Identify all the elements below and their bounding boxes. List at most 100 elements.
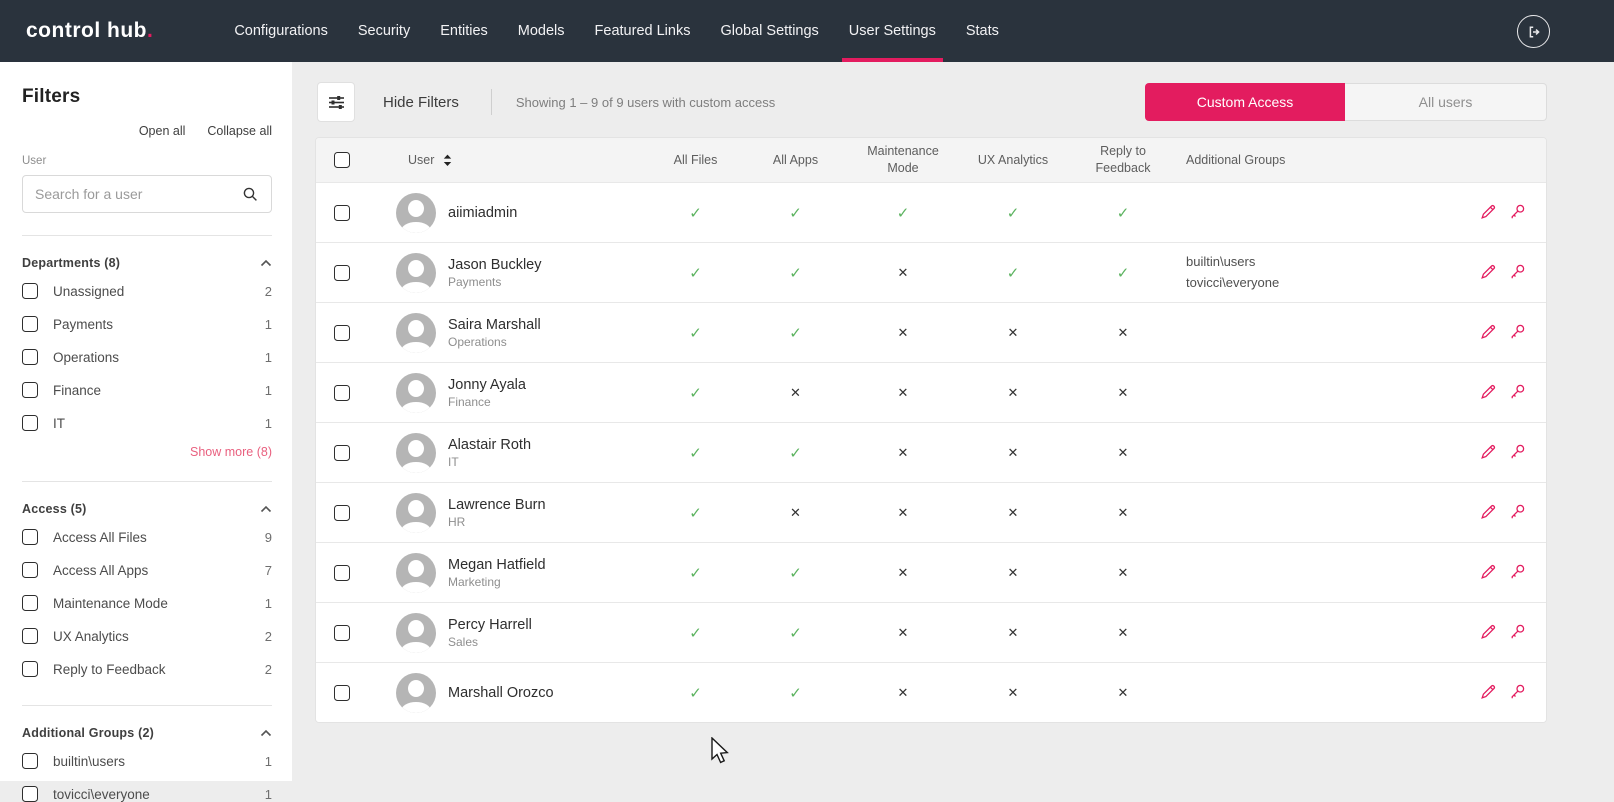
edit-user-button[interactable]: [1480, 383, 1497, 403]
row-checkbox[interactable]: [334, 264, 350, 281]
row-perm-cell: ✓: [743, 324, 848, 342]
nav-item-user-settings[interactable]: User Settings: [834, 0, 951, 62]
section-header-1[interactable]: Access (5): [22, 500, 272, 518]
view-toggle-group: Custom Access All users: [1145, 83, 1547, 121]
filter-checkbox[interactable]: [22, 415, 38, 431]
filter-option-count: 7: [264, 562, 272, 578]
edit-user-button[interactable]: [1480, 263, 1497, 283]
row-checkbox[interactable]: [334, 204, 350, 221]
edit-user-button[interactable]: [1480, 443, 1497, 463]
permissions-key-button[interactable]: [1509, 623, 1526, 643]
user-name-block: aiimiadmin: [448, 205, 517, 221]
open-all-link[interactable]: Open all: [138, 124, 186, 138]
filter-checkbox[interactable]: [22, 786, 38, 802]
nav-item-models[interactable]: Models: [517, 23, 565, 39]
additional-groups-list: builtin\users tovicci\everyone: [1186, 252, 1279, 292]
section-header-0[interactable]: Departments (8): [22, 254, 272, 272]
edit-user-button[interactable]: [1480, 623, 1497, 643]
permissions-key-button[interactable]: [1509, 203, 1526, 223]
chevron-up-icon[interactable]: [260, 254, 272, 272]
cross-icon: ✕: [897, 444, 909, 460]
filter-option: Payments 1: [22, 310, 272, 338]
nav-item-security[interactable]: Security: [357, 23, 411, 39]
filter-checkbox[interactable]: [22, 661, 38, 677]
sort-icon[interactable]: [443, 154, 452, 167]
user-name-block: Jonny Ayala Finance: [448, 377, 526, 409]
chevron-up-icon[interactable]: [260, 724, 272, 742]
permissions-key-button[interactable]: [1509, 683, 1526, 703]
collapse-all-link[interactable]: Collapse all: [207, 124, 272, 138]
permissions-key-button[interactable]: [1509, 503, 1526, 523]
nav-item-featured-links[interactable]: Featured Links: [594, 23, 691, 39]
filter-checkbox[interactable]: [22, 753, 38, 769]
hide-filters-label[interactable]: Hide Filters: [383, 93, 459, 111]
permissions-key-button[interactable]: [1509, 443, 1526, 463]
row-perm-cell: ✓: [648, 684, 743, 702]
cross-icon: ✕: [897, 324, 909, 340]
permissions-key-button[interactable]: [1509, 323, 1526, 343]
check-icon: ✓: [789, 204, 802, 222]
row-checkbox-cell: [316, 204, 368, 221]
user-search-box: [22, 175, 272, 213]
row-checkbox[interactable]: [334, 564, 350, 581]
row-checkbox[interactable]: [334, 504, 350, 521]
permissions-key-button[interactable]: [1509, 383, 1526, 403]
search-input[interactable]: [35, 186, 242, 202]
edit-user-button[interactable]: [1480, 503, 1497, 523]
filter-checkbox[interactable]: [22, 595, 38, 611]
chevron-up-icon[interactable]: [260, 500, 272, 518]
filter-checkbox[interactable]: [22, 283, 38, 299]
section-title: Additional Groups (2): [22, 726, 154, 740]
filter-option: tovicci\everyone 1: [22, 780, 272, 802]
filter-checkbox[interactable]: [22, 562, 38, 578]
filter-option-label: builtin\users: [53, 753, 126, 769]
filter-option-label: IT: [53, 415, 65, 431]
filter-option-count: 1: [264, 349, 272, 365]
custom-access-tab[interactable]: Custom Access: [1145, 83, 1345, 121]
nav-item-configurations[interactable]: Configurations: [234, 23, 328, 39]
row-actions-cell: [1418, 443, 1546, 463]
filter-option-count: 1: [264, 382, 272, 398]
row-checkbox[interactable]: [334, 444, 350, 461]
check-icon: ✓: [789, 564, 802, 582]
column-header-all-apps: All Apps: [772, 152, 819, 167]
row-checkbox[interactable]: [334, 384, 350, 401]
row-user-cell: Lawrence Burn HR: [368, 492, 648, 533]
logout-button[interactable]: [1517, 15, 1550, 48]
row-perm-cell: ✓: [648, 504, 743, 522]
filter-checkbox[interactable]: [22, 382, 38, 398]
row-checkbox[interactable]: [334, 324, 350, 341]
permissions-key-button[interactable]: [1509, 263, 1526, 283]
filter-checkbox[interactable]: [22, 316, 38, 332]
user-avatar: [396, 672, 436, 713]
filters-toggle-button[interactable]: [317, 82, 355, 122]
filter-checkbox[interactable]: [22, 349, 38, 365]
section-divider: [22, 705, 272, 706]
edit-user-button[interactable]: [1480, 683, 1497, 703]
check-icon: ✓: [689, 684, 702, 702]
cross-icon: ✕: [1117, 684, 1129, 700]
row-checkbox[interactable]: [334, 684, 350, 701]
filter-option-label: Finance: [53, 382, 102, 398]
cross-icon: ✕: [897, 624, 909, 640]
nav-item-stats[interactable]: Stats: [965, 23, 999, 39]
nav-item-global-settings[interactable]: Global Settings: [720, 23, 819, 39]
filter-checkbox[interactable]: [22, 529, 38, 545]
row-perm-cell: ✕: [1068, 445, 1178, 461]
all-users-tab[interactable]: All users: [1345, 83, 1547, 121]
row-checkbox[interactable]: [334, 624, 350, 641]
row-perm-cell: ✓: [1068, 264, 1178, 282]
edit-user-button[interactable]: [1480, 323, 1497, 343]
section-header-2[interactable]: Additional Groups (2): [22, 724, 272, 742]
check-icon: ✓: [789, 624, 802, 642]
filter-checkbox[interactable]: [22, 628, 38, 644]
edit-user-button[interactable]: [1480, 203, 1497, 223]
edit-user-button[interactable]: [1480, 563, 1497, 583]
nav-item-entities[interactable]: Entities: [440, 23, 488, 39]
column-header-ux-analytics: UX Analytics: [977, 152, 1049, 167]
row-checkbox-cell: [316, 384, 368, 401]
show-more-link[interactable]: Show more (8): [190, 445, 272, 459]
permissions-key-button[interactable]: [1509, 563, 1526, 583]
search-icon[interactable]: [242, 186, 259, 203]
select-all-checkbox[interactable]: [334, 152, 350, 168]
